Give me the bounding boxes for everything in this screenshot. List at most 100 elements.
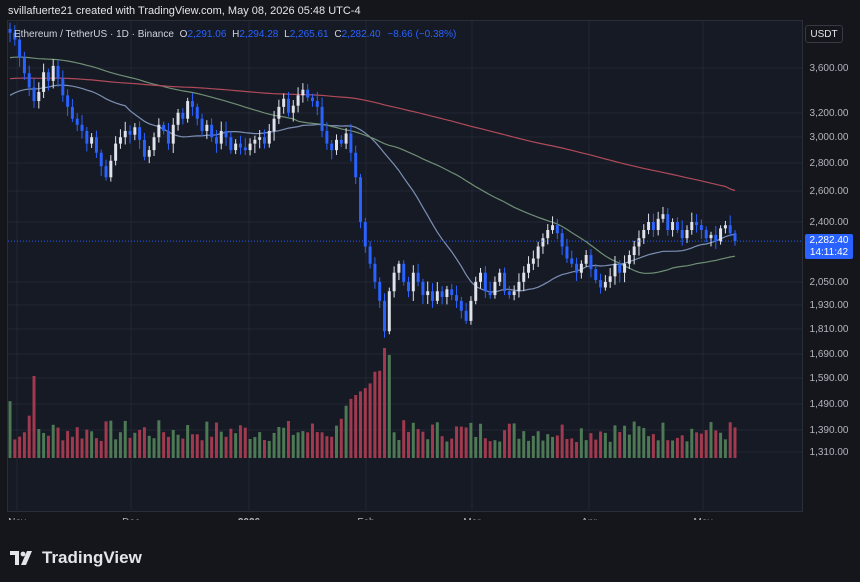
time-tick-label: Mar xyxy=(463,517,481,520)
high-value: 2,294.28 xyxy=(239,29,279,40)
price-axis[interactable]: 3,600.00 3,200.00 3,000.00 2,800.00 2,600.00… xyxy=(810,63,849,458)
high-label: H xyxy=(232,29,240,40)
volume-bar xyxy=(536,431,540,458)
volume-bar xyxy=(200,440,204,458)
price-tick-label: 1,810.00 xyxy=(810,324,849,335)
volume-bar xyxy=(387,354,391,458)
candle-body xyxy=(80,124,84,131)
volume-bar xyxy=(685,441,689,458)
candle-body xyxy=(387,291,391,332)
candle-body xyxy=(426,291,430,296)
volume-bar xyxy=(728,422,732,458)
candle-body xyxy=(503,272,507,292)
volume-bar xyxy=(195,434,199,458)
price-chart[interactable]: 3,600.00 3,200.00 3,000.00 2,800.00 2,600.00… xyxy=(0,0,860,520)
candle-body xyxy=(138,127,142,140)
candle-body xyxy=(584,255,588,264)
candle-body xyxy=(575,263,579,273)
candle-body xyxy=(623,263,627,273)
low-label: L xyxy=(284,29,290,40)
candle-body xyxy=(70,106,74,119)
candle-body xyxy=(32,87,36,102)
candle-body xyxy=(661,214,665,219)
volume-bar xyxy=(450,438,454,458)
volume-bar xyxy=(344,405,348,458)
candle-body xyxy=(354,152,358,178)
volume-bar xyxy=(310,423,314,458)
price-tick-label: 3,600.00 xyxy=(810,63,849,74)
candle-body xyxy=(618,263,622,273)
candle-body xyxy=(421,281,425,296)
currency-button[interactable]: USDT xyxy=(805,25,843,43)
candle-body xyxy=(282,98,286,107)
volume-bar xyxy=(56,427,60,458)
candle-body xyxy=(133,127,137,135)
candle-body xyxy=(507,291,511,296)
volume-bar xyxy=(243,427,247,458)
volume-bar xyxy=(680,435,684,458)
volume-bar xyxy=(709,422,713,458)
candle-body xyxy=(210,124,214,138)
volume-bar xyxy=(162,432,166,458)
volume-bar xyxy=(383,348,386,458)
candle-body xyxy=(75,118,79,125)
tradingview-logo[interactable]: TradingView xyxy=(10,548,142,568)
volume-bar xyxy=(647,436,651,458)
candle-body xyxy=(128,130,132,135)
candle-body xyxy=(613,263,617,277)
candle-body xyxy=(85,130,89,144)
candle-body xyxy=(114,143,118,161)
volume-bar xyxy=(459,426,463,458)
last-price-value: 2,282.40 xyxy=(809,235,849,246)
volume-bar xyxy=(282,427,286,458)
volume-bar xyxy=(651,434,655,458)
candle-body xyxy=(733,233,737,242)
time-axis[interactable]: Nov Dec 2026 Feb Mar Apr May xyxy=(8,517,712,520)
ma-fast-line xyxy=(9,84,736,293)
candle-body xyxy=(330,143,334,151)
volume-bar xyxy=(291,434,295,458)
candle-body xyxy=(27,73,31,88)
volume-bar xyxy=(166,436,170,458)
candle-body xyxy=(479,272,483,282)
candle-body xyxy=(551,225,555,230)
candle-body xyxy=(229,137,233,151)
volume-bar xyxy=(719,432,723,458)
candle-body xyxy=(579,263,583,273)
volume-bar xyxy=(205,421,209,458)
volume-bar xyxy=(584,440,588,458)
candle-body xyxy=(383,300,386,332)
close-label: C xyxy=(334,29,342,40)
volume-bar xyxy=(488,441,492,458)
volume-bar xyxy=(551,436,555,458)
volume-bar xyxy=(8,401,12,458)
candle-body xyxy=(493,281,497,296)
volume-bar xyxy=(599,431,603,458)
candle-body xyxy=(118,137,122,144)
low-value: 2,265.61 xyxy=(289,29,329,40)
candle-body xyxy=(666,214,670,230)
volume-bar xyxy=(253,437,257,458)
candle-body xyxy=(363,222,367,247)
volume-bar xyxy=(142,427,146,458)
volume-bar xyxy=(555,435,559,458)
volume-bar xyxy=(66,431,70,458)
volume-bar xyxy=(42,432,46,458)
candle-body xyxy=(546,229,550,239)
candle-body xyxy=(56,65,60,79)
candle-body xyxy=(190,101,194,107)
volume-bar xyxy=(579,428,583,458)
volume-bar xyxy=(618,432,622,458)
candle-body xyxy=(527,263,531,273)
candle-body xyxy=(488,291,492,296)
candle-body xyxy=(373,263,377,282)
candle-body xyxy=(397,263,401,273)
symbol-name: Ethereum / TetherUS · 1D · Binance xyxy=(14,29,174,40)
volume-bar xyxy=(176,434,180,458)
candle-body xyxy=(142,139,146,157)
candle-body xyxy=(719,228,723,242)
volume-bar xyxy=(133,432,137,458)
volume-bar xyxy=(704,430,708,458)
volume-bar xyxy=(627,434,631,458)
candle-body xyxy=(651,222,655,230)
